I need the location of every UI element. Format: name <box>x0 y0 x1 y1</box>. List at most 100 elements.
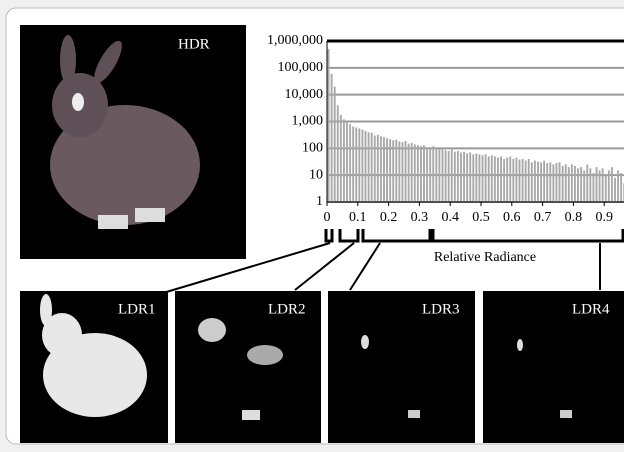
bar <box>392 140 394 202</box>
bar <box>432 146 434 202</box>
x-tick-label: 0.4 <box>441 210 459 225</box>
bar <box>380 136 382 202</box>
bar <box>417 145 419 202</box>
bar <box>562 166 564 202</box>
y-tick-label: 1 <box>316 194 323 209</box>
bar <box>583 170 585 202</box>
bar <box>620 173 622 202</box>
bar <box>559 162 561 202</box>
x-tick-label: 0.3 <box>411 210 429 225</box>
bar <box>592 173 594 202</box>
bar <box>395 140 397 202</box>
bar <box>331 74 333 202</box>
y-tick-label: 10,000 <box>285 87 324 102</box>
bar <box>577 168 579 202</box>
bar <box>371 133 373 202</box>
bar <box>442 148 444 202</box>
bar <box>580 167 582 202</box>
bar <box>340 115 342 202</box>
bar <box>546 163 548 202</box>
bar <box>411 143 413 202</box>
figure: HDR LDR1 LDR2 LDR3 LDR4 Relative Radianc… <box>0 0 624 452</box>
bar <box>589 168 591 202</box>
bar <box>531 162 533 202</box>
bar <box>472 154 474 202</box>
y-tick-label: 100,000 <box>278 60 324 75</box>
bar <box>377 135 379 202</box>
bar <box>552 164 554 202</box>
y-tick-label: 1,000 <box>292 114 324 129</box>
bar <box>596 167 598 202</box>
bar <box>368 132 370 202</box>
bar <box>398 141 400 202</box>
bar <box>438 150 440 202</box>
y-tick-label: 1,000,000 <box>267 33 323 48</box>
bar <box>614 178 616 202</box>
bar <box>414 144 416 202</box>
bar <box>389 139 391 202</box>
bar <box>500 156 502 202</box>
image-label: LDR3 <box>422 301 460 317</box>
x-tick-label: 0.1 <box>349 210 367 225</box>
bar <box>519 160 521 202</box>
bar <box>420 146 422 202</box>
hdr-image: HDR <box>20 25 246 259</box>
bar <box>445 150 447 202</box>
bar <box>386 138 388 202</box>
bar <box>365 131 367 202</box>
bar <box>374 136 376 202</box>
bar <box>435 149 437 202</box>
bar <box>534 161 536 202</box>
bar <box>599 170 601 202</box>
x-tick-label: 0.2 <box>380 210 398 225</box>
bar <box>549 162 551 202</box>
x-tick-label: 0.9 <box>595 210 613 225</box>
bar <box>475 153 477 202</box>
bar <box>543 161 545 202</box>
bar <box>611 167 613 202</box>
bar <box>608 170 610 202</box>
x-axis-label: Relative Radiance <box>434 250 536 265</box>
bar <box>586 164 588 202</box>
y-tick-label: 100 <box>302 141 323 156</box>
bar <box>503 159 505 202</box>
bar <box>343 119 345 202</box>
image-label: LDR4 <box>572 301 610 317</box>
bar <box>571 164 573 202</box>
image-label: HDR <box>178 36 210 52</box>
bar <box>463 152 465 202</box>
bar <box>337 105 339 202</box>
x-tick-label: 0.8 <box>565 210 583 225</box>
bar <box>491 155 493 202</box>
x-tick-label: 0.6 <box>503 210 521 225</box>
bar <box>457 151 459 202</box>
bar <box>355 127 357 202</box>
bar <box>605 175 607 202</box>
bar <box>525 161 527 202</box>
bar <box>346 123 348 202</box>
bar <box>479 154 481 202</box>
bar <box>556 163 558 202</box>
image-label: LDR2 <box>268 301 306 317</box>
x-tick-label: 0.5 <box>472 210 490 225</box>
bar <box>512 159 514 202</box>
y-tick-label: 10 <box>309 167 323 182</box>
bar <box>522 159 524 202</box>
bar <box>460 152 462 202</box>
bar <box>506 158 508 202</box>
bar <box>617 170 619 202</box>
bar <box>334 87 336 202</box>
bar <box>469 152 471 202</box>
x-tick-label: 0.7 <box>534 210 552 225</box>
bar <box>402 142 404 202</box>
bar <box>497 158 499 202</box>
bar <box>565 164 567 202</box>
bar <box>602 168 604 202</box>
bar <box>328 49 330 202</box>
bar <box>383 137 385 202</box>
bar <box>361 130 363 202</box>
bar <box>515 158 517 202</box>
bar <box>528 159 530 202</box>
x-tick-label: 0 <box>324 210 331 225</box>
bar <box>448 151 450 202</box>
